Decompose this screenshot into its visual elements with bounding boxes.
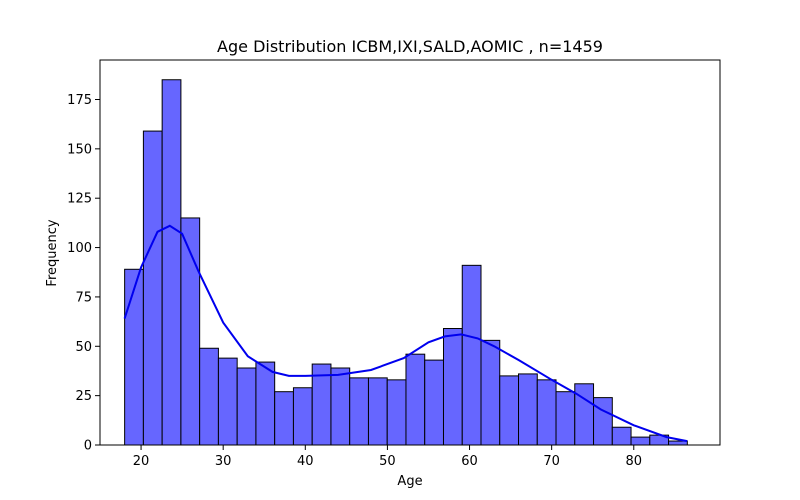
histogram-bar [349, 377, 369, 446]
histogram-bar [405, 353, 426, 446]
x-tick-label: 80 [626, 454, 643, 469]
histogram-bar [593, 397, 613, 446]
histogram-bar [461, 264, 482, 446]
x-tick-label: 70 [543, 454, 560, 469]
histogram-bar [424, 359, 444, 446]
histogram-bar [255, 361, 276, 446]
y-tick-label: 100 [67, 241, 92, 256]
histogram-bar [442, 328, 463, 446]
y-axis-label: Frequency [45, 219, 60, 286]
y-tick-label: 0 [84, 439, 92, 454]
y-tick-label: 25 [75, 389, 92, 404]
y-tick-label: 150 [67, 142, 92, 157]
y-tick-label: 75 [75, 290, 92, 305]
histogram-bar [236, 367, 257, 446]
x-axis: 20 30 40 50 60 70 80 [133, 445, 642, 469]
histogram-bar [142, 130, 163, 446]
histogram-bar [480, 339, 501, 446]
chart-title: Age Distribution ICBM,IXI,SALD,AOMIC , n… [217, 37, 603, 56]
histogram-bar [611, 426, 632, 446]
histogram-bar [555, 391, 576, 446]
x-tick-label: 60 [461, 454, 478, 469]
y-tick-label: 175 [67, 93, 92, 108]
histogram-bar [499, 375, 520, 446]
x-axis-label: Age [397, 474, 422, 489]
y-axis: 0 25 50 75 100 125 150 175 [67, 93, 100, 454]
x-tick-label: 20 [133, 454, 150, 469]
x-tick-label: 30 [215, 454, 232, 469]
histogram-bar [630, 436, 651, 446]
histogram-bar [367, 377, 388, 446]
x-tick-label: 40 [297, 454, 314, 469]
bars-group [124, 79, 688, 446]
y-tick-label: 50 [75, 340, 92, 355]
histogram-bar [668, 440, 688, 446]
kde-curve [123, 224, 688, 443]
histogram-bar [217, 357, 238, 446]
histogram-bar [199, 347, 219, 446]
y-tick-label: 125 [67, 192, 92, 207]
histogram-bar [518, 373, 538, 446]
histogram-bar [161, 79, 182, 446]
histogram-bar [330, 367, 351, 446]
histogram-bar [124, 268, 144, 446]
histogram-bar [536, 379, 557, 446]
histogram-bar [574, 383, 595, 446]
plot-frame [99, 59, 721, 446]
histogram-bar [274, 391, 294, 446]
x-tick-label: 50 [379, 454, 396, 469]
histogram-bar [386, 379, 407, 446]
histogram-bar [292, 387, 313, 446]
